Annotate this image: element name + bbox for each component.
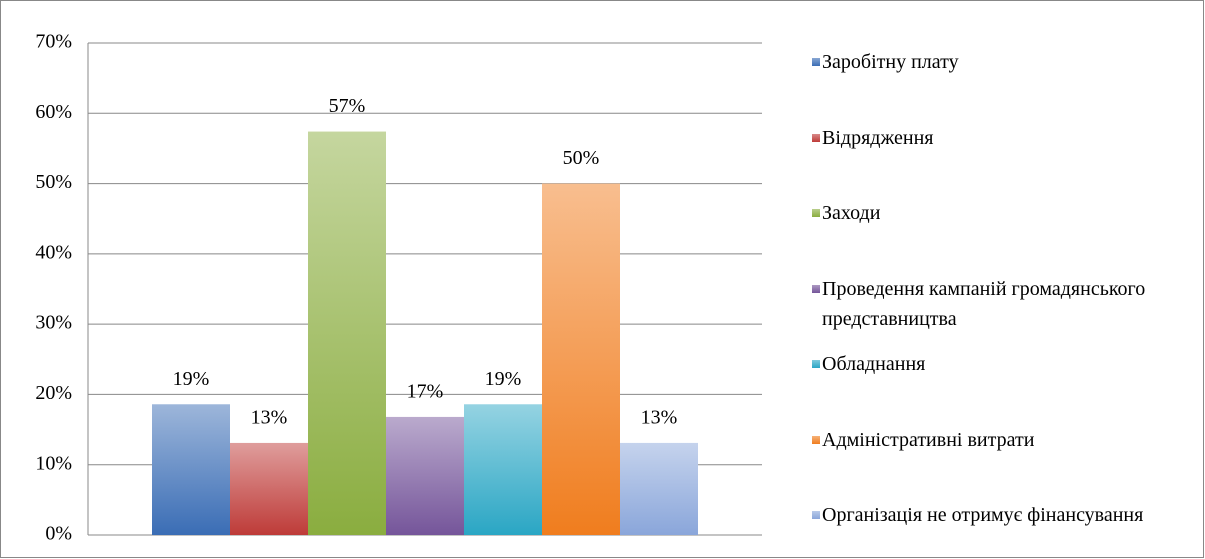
legend-item: Організація не отримує фінансування (812, 500, 1197, 530)
legend-swatch (812, 511, 820, 519)
bar (542, 183, 620, 536)
legend-label: Адміністративні витрати (822, 428, 1035, 451)
data-label: 57% (329, 95, 366, 117)
legend-label: Заходи (822, 202, 881, 224)
legend-swatch (812, 284, 820, 293)
y-tick-label: 0% (45, 523, 72, 545)
legend-swatch (812, 209, 820, 217)
legend-label: Організація не отримує фінансування (822, 504, 1144, 526)
y-tick-label: 50% (35, 171, 72, 193)
bar (386, 416, 464, 535)
data-label: 19% (173, 368, 210, 390)
legend-swatch (812, 435, 820, 444)
y-tick-label: 60% (35, 101, 72, 123)
legend-item: Адміністративні витрати (812, 425, 1197, 455)
data-label: 13% (251, 407, 288, 429)
legend-label: Проведення кампаній громадянського предс… (822, 277, 1146, 330)
y-tick-label: 20% (35, 382, 72, 404)
data-label: 19% (485, 368, 522, 390)
legend-item: Заробітну плату (812, 47, 1197, 77)
bar (308, 131, 386, 535)
legend-item: Відрядження (812, 123, 1197, 153)
legend-item: Обладнання (812, 349, 1197, 379)
legend-label: Відрядження (822, 126, 934, 149)
y-tick-label: 70% (35, 31, 72, 53)
bar (620, 442, 698, 535)
y-tick-label: 30% (35, 312, 72, 334)
data-label: 13% (641, 407, 678, 429)
data-label: 17% (407, 381, 444, 403)
legend-swatch (812, 58, 820, 66)
bar (464, 404, 542, 535)
bar (230, 442, 308, 535)
legend-label: Заробітну плату (822, 51, 959, 73)
data-label: 50% (563, 147, 600, 169)
bar (152, 404, 230, 535)
legend-item: Проведення кампаній громадянського предс… (812, 274, 1197, 334)
y-tick-label: 40% (35, 241, 72, 263)
legend-item: Заходи (812, 198, 1197, 228)
y-tick-label: 10% (35, 452, 72, 474)
legend-swatch (812, 360, 820, 368)
legend-label: Обладнання (822, 353, 926, 375)
legend-swatch (812, 133, 820, 142)
